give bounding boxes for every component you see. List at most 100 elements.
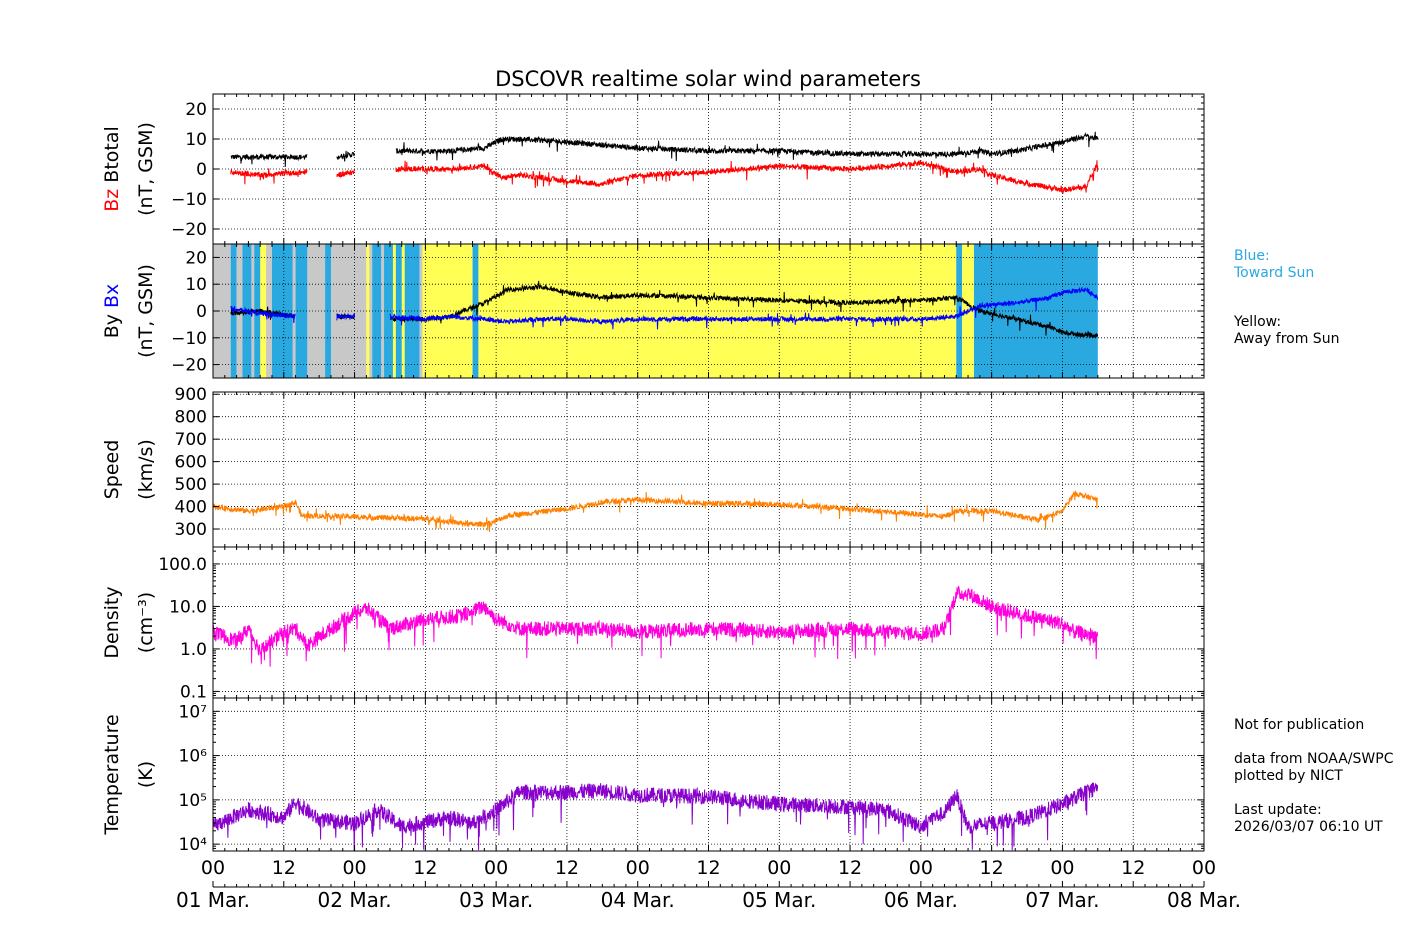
y-tick-label: −10 <box>171 190 207 210</box>
x-tick-label: 12 <box>696 857 720 879</box>
y-axis-label: By Bx <box>101 284 123 339</box>
y-tick-label: 10.0 <box>169 597 207 617</box>
sector-toward <box>372 244 376 378</box>
x-tick-label: 00 <box>767 857 791 879</box>
panel-mag: −20 −10 0 10 20 Bz Btotal (nT, GSM) <box>101 93 1205 245</box>
sector-toward <box>384 244 388 378</box>
x-tick-label: 00 <box>342 857 366 879</box>
grid <box>212 94 1205 244</box>
sector-toward <box>295 244 308 378</box>
sector-toward <box>387 244 391 378</box>
sector-away <box>392 244 397 378</box>
x-tick-label: 00 <box>909 857 933 879</box>
y-tick-label: −20 <box>171 356 207 376</box>
x-tick-label: 00 <box>1192 857 1216 879</box>
y-tick-label: 20 <box>185 248 207 268</box>
series-density <box>213 585 1099 667</box>
y-tick-label: 0 <box>196 302 207 322</box>
sector-toward <box>416 244 420 378</box>
x-tick-label: 00 <box>1050 857 1074 879</box>
x-day-label: 02 Mar. <box>318 888 392 912</box>
y-axis-label: Bz Btotal <box>101 126 123 212</box>
series-group <box>213 490 1099 532</box>
sector-away <box>401 244 406 378</box>
x-day-label: 07 Mar. <box>1025 888 1099 912</box>
sector-toward <box>325 244 331 378</box>
x-tick-label: 12 <box>272 857 296 879</box>
grid <box>212 698 1205 851</box>
y-axis-label: Speed <box>101 440 123 500</box>
series-bz <box>230 159 1099 194</box>
x-day-label: 06 Mar. <box>884 888 958 912</box>
sector-nodata <box>213 244 231 378</box>
y-axis-units: (nT, GSM) <box>135 264 157 358</box>
panel-density: 0.1 1.0 10.0 100.0 Density (cm⁻³) <box>101 546 1205 702</box>
sector-nodata <box>307 244 326 378</box>
y-tick-label: 100.0 <box>158 555 207 575</box>
x-day-label: 05 Mar. <box>742 888 816 912</box>
toward-sun-legend: Blue: Toward Sun <box>1234 248 1315 281</box>
x-day-label: 03 Mar. <box>459 888 533 912</box>
series-group <box>213 585 1099 667</box>
sector-toward <box>404 244 408 378</box>
x-tick-label: 00 <box>201 857 225 879</box>
sector-toward <box>410 244 414 378</box>
y-tick-label: 20 <box>185 100 207 120</box>
sector-toward <box>413 244 417 378</box>
panel-temperature: 10⁴ 10⁵ 10⁶ 10⁷ Temperature (K) <box>101 697 1205 855</box>
sector-nodata <box>381 244 385 378</box>
x-tick-label: 12 <box>838 857 862 879</box>
x-tick-label: 12 <box>980 857 1004 879</box>
plot-panels: −20 −10 0 10 20 Bz Btotal (nT, GSM) −20 −10 0 10 20… <box>101 93 1205 855</box>
series-temperature <box>213 782 1099 851</box>
x-tick-label: 12 <box>555 857 579 879</box>
y-axis-units: (nT, GSM) <box>135 122 157 216</box>
sector-toward <box>389 244 394 378</box>
x-tick-label: 12 <box>1121 857 1145 879</box>
y-tick-label: 10 <box>185 275 207 295</box>
y-tick-label: 1.0 <box>180 640 207 660</box>
x-axis: 00 12 00 12 00 12 00 12 00 12 00 12 00 12 00 01 Mar. 02 … <box>176 857 1241 912</box>
y-tick-label: 10 <box>185 130 207 150</box>
sector-toward <box>395 244 400 378</box>
series-group <box>213 782 1099 851</box>
y-tick-label: 0.1 <box>180 682 207 702</box>
y-axis-units: (K) <box>135 761 157 788</box>
panel-frame <box>212 391 1205 548</box>
grid <box>212 392 1205 547</box>
y-axis-label: Temperature <box>101 714 123 835</box>
y-tick-label: 10⁵ <box>179 791 207 811</box>
sector-toward <box>378 244 382 378</box>
x-day-label: 04 Mar. <box>601 888 675 912</box>
series-speed <box>213 490 1099 532</box>
x-tick-label: 00 <box>626 857 650 879</box>
y-tick-label: 10⁷ <box>179 702 208 722</box>
sector-toward <box>398 244 403 378</box>
series-group <box>230 131 1099 194</box>
away-from-sun-legend: Yellow: Away from Sun <box>1234 314 1340 347</box>
grid <box>212 244 1205 378</box>
sector-toward <box>407 244 411 378</box>
y-tick-label: 900 <box>175 385 207 405</box>
y-tick-label: 10⁶ <box>179 747 208 767</box>
y-tick-label: 800 <box>175 408 207 428</box>
sector-nodata <box>369 244 373 378</box>
y-tick-label: 0 <box>196 160 207 180</box>
y-tick-label: 400 <box>175 498 207 518</box>
series-btotal <box>230 131 1099 167</box>
x-day-label: 01 Mar. <box>176 888 250 912</box>
sector-toward <box>472 244 479 378</box>
y-tick-label: 500 <box>175 475 207 495</box>
series-group <box>230 280 1099 339</box>
sector-toward <box>375 244 379 378</box>
y-tick-label: −20 <box>171 220 207 240</box>
y-axis-label: Density <box>101 586 123 658</box>
y-tick-label: 600 <box>175 453 207 473</box>
sector-toward <box>956 244 963 378</box>
sector-away <box>422 244 426 378</box>
panel-imf: −20 −10 0 10 20 By Bx (nT, GSM) <box>101 243 1205 379</box>
y-tick-label: 700 <box>175 430 207 450</box>
x-tick-label: 12 <box>413 857 437 879</box>
